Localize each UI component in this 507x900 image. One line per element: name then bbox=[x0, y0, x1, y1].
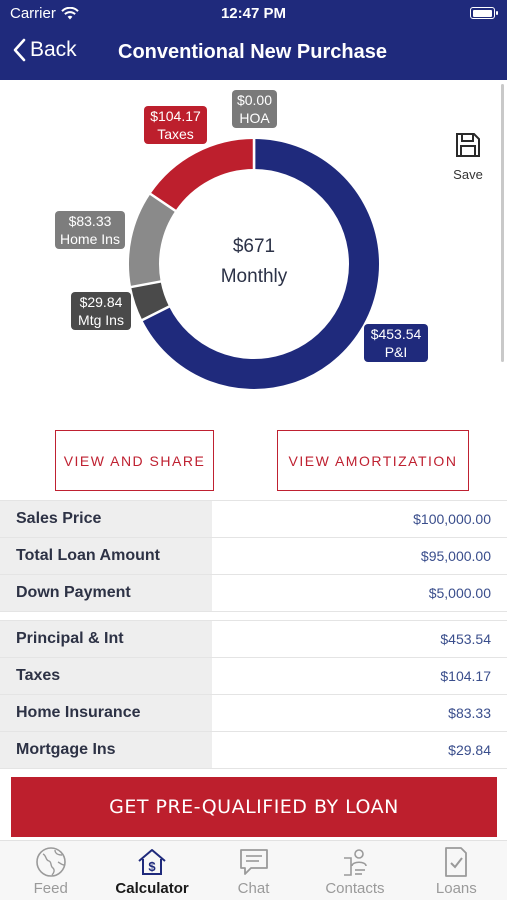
carrier-label: Carrier bbox=[10, 5, 56, 22]
donut-slice-home-ins bbox=[129, 193, 176, 288]
table-row: Total Loan Amount $95,000.00 bbox=[0, 538, 507, 575]
row-label: Mortgage Ins bbox=[0, 732, 212, 768]
tab-bar: Feed $ Calculator Chat Contacts bbox=[0, 840, 507, 900]
callout-home-ins: $83.33 Home Ins bbox=[55, 211, 125, 249]
callout-value: $0.00 bbox=[236, 92, 273, 108]
scroll-indicator[interactable] bbox=[501, 84, 504, 362]
view-amortization-button[interactable]: VIEW AMORTIZATION bbox=[277, 430, 469, 491]
donut-slice-mtg-ins bbox=[131, 281, 170, 321]
table-row: Taxes $104.17 bbox=[0, 658, 507, 695]
back-label: Back bbox=[30, 38, 77, 61]
table-row: Principal & Int $453.54 bbox=[0, 621, 507, 658]
save-label: Save bbox=[453, 167, 483, 182]
status-bar: Carrier 12:47 PM bbox=[0, 0, 507, 28]
loan-summary-table: Sales Price $100,000.00 Total Loan Amoun… bbox=[0, 500, 507, 612]
callout-taxes: $104.17 Taxes bbox=[144, 106, 207, 144]
tab-label: Contacts bbox=[325, 880, 385, 897]
row-label: Total Loan Amount bbox=[0, 538, 212, 574]
row-label: Home Insurance bbox=[0, 695, 212, 731]
row-label: Taxes bbox=[0, 658, 212, 694]
center-amount: $671 bbox=[233, 236, 275, 257]
cta-label: GET PRE-QUALIFIED BY LOAN bbox=[109, 796, 399, 818]
callout-mtg-ins: $29.84 Mtg Ins bbox=[71, 292, 131, 330]
house-dollar-icon: $ bbox=[138, 849, 166, 875]
globe-icon bbox=[35, 847, 66, 877]
payment-breakdown-chart: $671 Monthly bbox=[0, 80, 507, 410]
row-value[interactable]: $5,000.00 bbox=[428, 585, 491, 601]
view-amortization-label: VIEW AMORTIZATION bbox=[288, 452, 458, 469]
callout-name: P&I bbox=[384, 344, 408, 360]
callout-name: HOA bbox=[239, 110, 270, 126]
svg-text:$: $ bbox=[148, 859, 156, 874]
donut-slice-p-i bbox=[142, 139, 379, 389]
row-value[interactable]: $100,000.00 bbox=[413, 511, 491, 527]
floppy-disk-icon bbox=[456, 133, 480, 157]
row-value[interactable]: $95,000.00 bbox=[420, 548, 491, 564]
callout-pi: $453.54 P&I bbox=[364, 324, 428, 362]
donut-slice-taxes bbox=[150, 139, 255, 212]
tab-label: Chat bbox=[237, 880, 270, 897]
callout-value: $83.33 bbox=[68, 213, 112, 229]
row-label: Sales Price bbox=[0, 501, 212, 537]
center-label: Monthly bbox=[221, 266, 288, 287]
row-label: Principal & Int bbox=[0, 621, 212, 657]
view-and-share-button[interactable]: VIEW AND SHARE bbox=[55, 430, 214, 491]
callout-value: $104.17 bbox=[150, 108, 201, 124]
slice-separator bbox=[140, 305, 171, 322]
row-label: Down Payment bbox=[0, 575, 212, 611]
page-title: Conventional New Purchase bbox=[118, 41, 387, 63]
row-value: $453.54 bbox=[440, 631, 491, 647]
callout-name: Mtg Ins bbox=[78, 312, 124, 328]
navigation-bar: Back Conventional New Purchase bbox=[0, 28, 507, 80]
slice-separator bbox=[129, 280, 162, 289]
document-check-icon bbox=[445, 847, 468, 877]
carrier-indicator: Carrier bbox=[10, 5, 79, 22]
table-row: Home Insurance $83.33 bbox=[0, 695, 507, 732]
tab-label: Feed bbox=[33, 880, 68, 897]
wifi-icon bbox=[61, 7, 79, 20]
chevron-left-icon bbox=[13, 38, 26, 62]
payment-breakdown-table: Principal & Int $453.54 Taxes $104.17 Ho… bbox=[0, 620, 507, 769]
clock: 12:47 PM bbox=[220, 5, 287, 22]
back-button[interactable]: Back bbox=[12, 38, 77, 62]
tab-calculator[interactable]: $ Calculator bbox=[101, 841, 202, 900]
callout-hoa: $0.00 HOA bbox=[232, 90, 277, 128]
tab-feed[interactable]: Feed bbox=[0, 841, 101, 900]
callout-value: $29.84 bbox=[79, 294, 123, 310]
tab-chat[interactable]: Chat bbox=[203, 841, 304, 900]
row-value: $29.84 bbox=[448, 742, 491, 758]
get-pre-qualified-button[interactable]: GET PRE-QUALIFIED BY LOAN bbox=[11, 777, 497, 837]
contacts-icon bbox=[343, 849, 367, 876]
donut-chart: $671 Monthly bbox=[129, 138, 379, 389]
tab-contacts[interactable]: Contacts bbox=[304, 841, 405, 900]
row-value: $83.33 bbox=[448, 705, 491, 721]
callout-value: $453.54 bbox=[370, 326, 422, 342]
callout-name: Taxes bbox=[157, 126, 194, 142]
slice-separator bbox=[148, 192, 177, 213]
view-and-share-label: VIEW AND SHARE bbox=[63, 452, 206, 469]
tab-label: Loans bbox=[435, 880, 477, 897]
battery-icon bbox=[470, 7, 498, 19]
table-row: Down Payment $5,000.00 bbox=[0, 575, 507, 612]
table-row: Sales Price $100,000.00 bbox=[0, 501, 507, 538]
tab-label: Calculator bbox=[115, 880, 189, 897]
chat-bubble-icon bbox=[239, 849, 268, 875]
callout-name: Home Ins bbox=[60, 231, 120, 247]
tab-loans[interactable]: Loans bbox=[406, 841, 507, 900]
row-value: $104.17 bbox=[440, 668, 491, 684]
table-row: Mortgage Ins $29.84 bbox=[0, 732, 507, 769]
save-button[interactable]: Save bbox=[450, 132, 486, 182]
